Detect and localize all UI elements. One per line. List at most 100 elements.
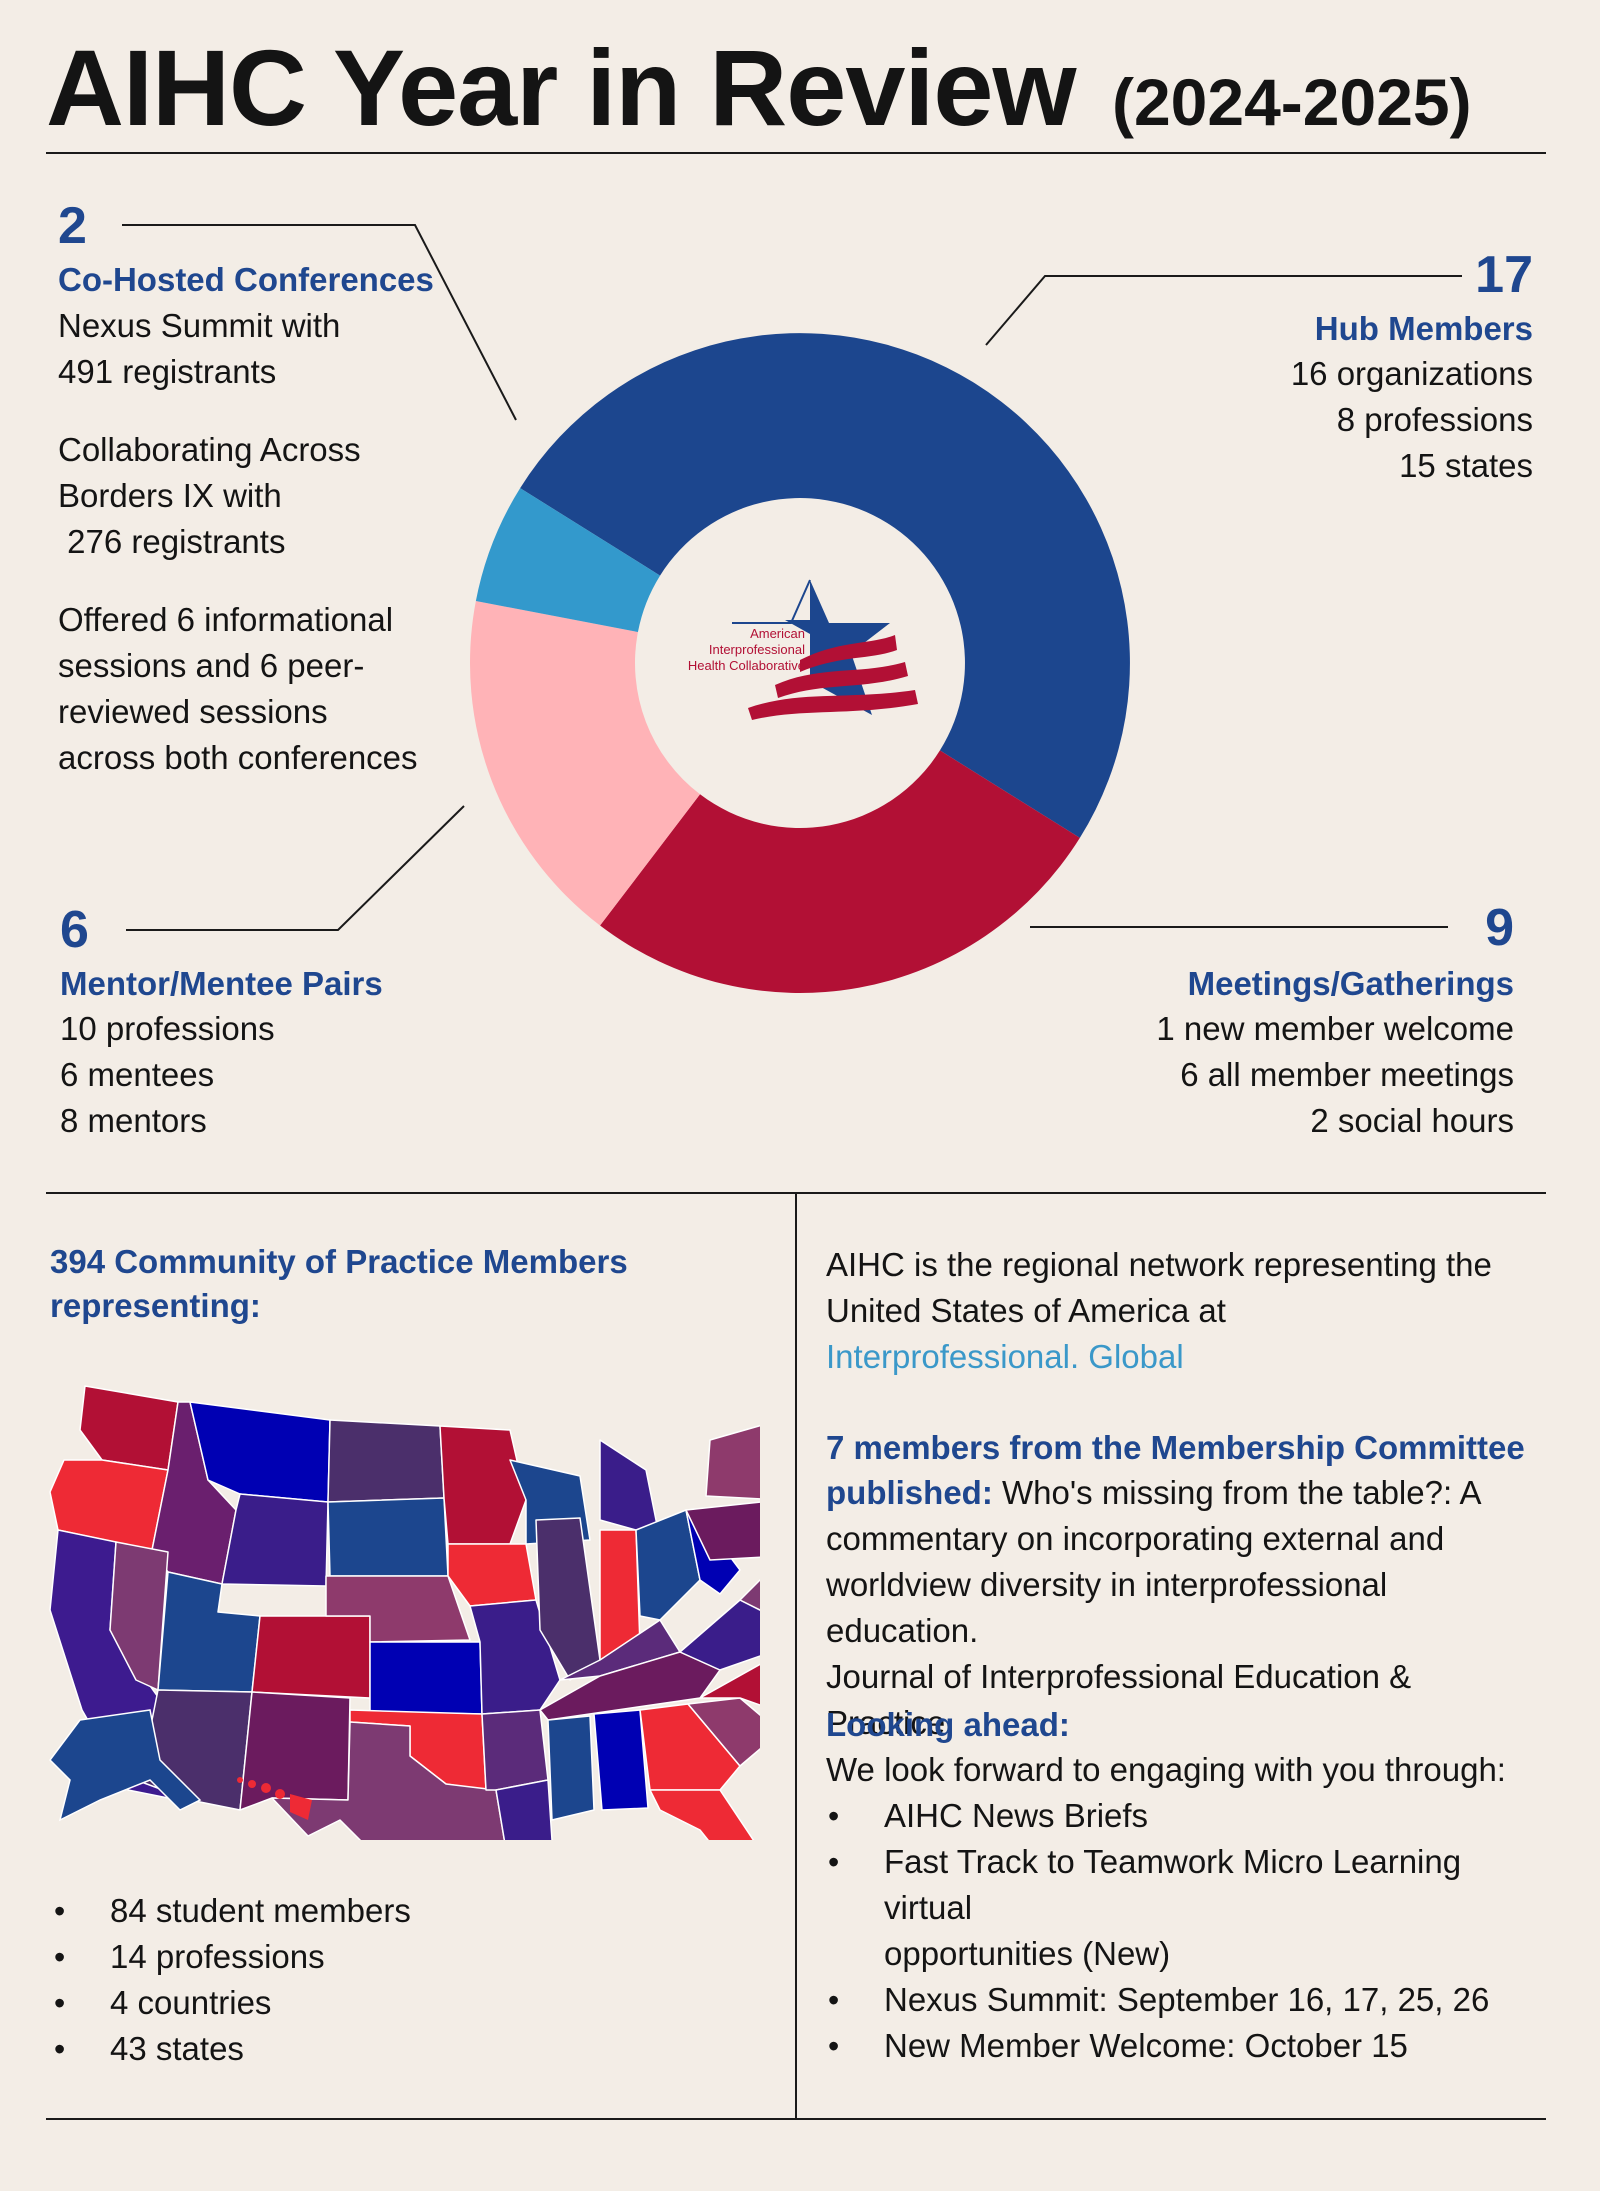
conferences-heading: Co-Hosted Conferences xyxy=(58,261,434,298)
donut-ring xyxy=(470,333,1130,993)
map-hawaii xyxy=(237,1777,312,1820)
looking-ahead-heading: Looking ahead: xyxy=(826,1706,1070,1743)
mentor-number: 6 xyxy=(60,901,89,959)
community-heading: 394 Community of Practice Members repres… xyxy=(50,1240,628,1328)
publication-heading: 7 members from the Membership Committee xyxy=(826,1429,1525,1466)
conferences-line: Nexus Summit with xyxy=(58,307,341,344)
map-ohio xyxy=(635,1509,701,1621)
aihc-logo: American Interprofessional Health Collab… xyxy=(688,579,918,720)
page-title: AIHC Year in Review xyxy=(46,27,1076,148)
about-line: AIHC is the regional network representin… xyxy=(826,1246,1492,1283)
hub-heading: Hub Members xyxy=(1314,310,1533,347)
mentor-heading: Mentor/Mentee Pairs xyxy=(60,965,383,1002)
hub-line: 16 organizations xyxy=(1290,355,1533,392)
community-heading-line: representing: xyxy=(50,1287,261,1324)
conferences-line: sessions and 6 peer- xyxy=(58,647,365,684)
conferences-line: Borders IX with xyxy=(58,477,282,514)
community-bullet: 14 professions xyxy=(52,1934,411,1980)
map-louisiana xyxy=(495,1779,554,1840)
conferences-details: Nexus Summit with 491 registrants Collab… xyxy=(58,303,418,781)
conferences-line: reviewed sessions xyxy=(58,693,328,730)
conferences-line: across both conferences xyxy=(58,739,418,776)
map-alaska xyxy=(49,1709,202,1822)
community-bullet: 43 states xyxy=(52,2026,411,2072)
interprofessional-global-link[interactable]: Interprofessional. Global xyxy=(826,1338,1184,1375)
map-texas xyxy=(271,1721,506,1840)
map-washington xyxy=(79,1385,179,1471)
map-alabama xyxy=(593,1709,649,1811)
about-line: United States of America at xyxy=(826,1292,1226,1329)
community-bullet: 84 student members xyxy=(52,1888,411,1934)
map-minnesota xyxy=(439,1425,527,1545)
hub-line: 15 states xyxy=(1399,447,1533,484)
community-heading-line: 394 Community of Practice Members xyxy=(50,1243,628,1280)
connector-mentor xyxy=(126,805,465,931)
map-pennsylvania xyxy=(685,1501,760,1561)
logo-text-1: American xyxy=(750,626,805,641)
map-arkansas xyxy=(481,1709,549,1791)
ahead-bullet-text: Fast Track to Teamwork Micro Learning vi… xyxy=(884,1843,1462,1926)
conferences-line: 491 registrants xyxy=(58,353,277,390)
ahead-bullet: Nexus Summit: September 16, 17, 25, 26 xyxy=(826,1977,1546,2023)
us-states-map xyxy=(49,1385,760,1840)
map-michigan xyxy=(599,1439,659,1531)
map-colorado xyxy=(251,1615,371,1699)
map-utah xyxy=(157,1571,261,1693)
map-iowa xyxy=(447,1543,537,1607)
map-maryland xyxy=(739,1578,760,1611)
section-divider xyxy=(795,1192,797,2118)
title-rule xyxy=(46,152,1546,154)
map-florida xyxy=(649,1789,755,1840)
donut-segment-1 xyxy=(600,750,1080,993)
map-nevada xyxy=(109,1541,169,1691)
ahead-bullet: AIHC News Briefs xyxy=(826,1793,1546,1839)
map-virginia xyxy=(679,1599,760,1671)
logo-text-3: Health Collaborative xyxy=(688,658,805,673)
donut-segment-3 xyxy=(475,488,661,633)
publication-line: published: Who's missing from the table?… xyxy=(826,1470,1546,1516)
page-title-year: (2024-2025) xyxy=(1112,65,1472,139)
meetings-line: 2 social hours xyxy=(1310,1102,1514,1139)
connector-conferences xyxy=(122,224,517,421)
meetings-heading: Meetings/Gatherings xyxy=(1187,965,1514,1002)
connector-hub xyxy=(985,275,1462,346)
donut-segment-2 xyxy=(470,601,701,926)
section-rule-bottom xyxy=(46,2118,1546,2120)
map-north-carolina xyxy=(699,1663,760,1706)
map-north-dakota xyxy=(327,1419,445,1503)
flag-stripe-icon xyxy=(800,635,897,672)
conferences-line: Collaborating Across xyxy=(58,431,361,468)
publication-published-label: published: xyxy=(826,1474,993,1511)
hub-block: 17 Hub Members 16 organizations 8 profes… xyxy=(1100,247,1533,489)
map-south-carolina xyxy=(687,1697,760,1767)
hub-line: 8 professions xyxy=(1336,401,1533,438)
about-block: AIHC is the regional network representin… xyxy=(826,1242,1526,1380)
donut-chart: American Interprofessional Health Collab… xyxy=(122,224,1462,993)
map-south-dakota xyxy=(327,1497,449,1577)
conferences-line: 276 registrants xyxy=(58,523,286,560)
ahead-bullet: Fast Track to Teamwork Micro Learning vi… xyxy=(826,1839,1546,1977)
map-mississippi xyxy=(547,1715,595,1821)
meetings-block: 9 Meetings/Gatherings 1 new member welco… xyxy=(1080,900,1514,1144)
map-new-york xyxy=(705,1424,760,1500)
mentor-line: 10 professions xyxy=(60,1010,275,1047)
donut-segment-0 xyxy=(520,333,1130,838)
publication-line: commentary on incorporating external and xyxy=(826,1520,1445,1557)
map-wyoming xyxy=(221,1493,329,1587)
community-stats: 84 student members 14 professions 4 coun… xyxy=(52,1888,411,2072)
logo-text-2: Interprofessional xyxy=(709,642,805,657)
connector-lines xyxy=(122,224,1462,931)
mentor-line: 8 mentors xyxy=(60,1102,207,1139)
mentor-line: 6 mentees xyxy=(60,1056,215,1093)
conferences-line: Offered 6 informational xyxy=(58,601,394,638)
looking-ahead-intro: We look forward to engaging with you thr… xyxy=(826,1751,1506,1788)
publication-line: Journal of Interprofessional Education &… xyxy=(826,1658,1412,1741)
meetings-line: 1 new member welcome xyxy=(1156,1010,1514,1047)
map-georgia xyxy=(639,1703,741,1791)
mentor-block: 6 Mentor/Mentee Pairs 10 professions 6 m… xyxy=(60,902,383,1144)
publication-block: 7 members from the Membership Committee … xyxy=(826,1426,1546,1746)
map-kansas xyxy=(369,1641,483,1715)
map-kentucky xyxy=(559,1619,681,1681)
meetings-number: 9 xyxy=(1485,899,1514,957)
map-new-mexico xyxy=(239,1691,351,1811)
